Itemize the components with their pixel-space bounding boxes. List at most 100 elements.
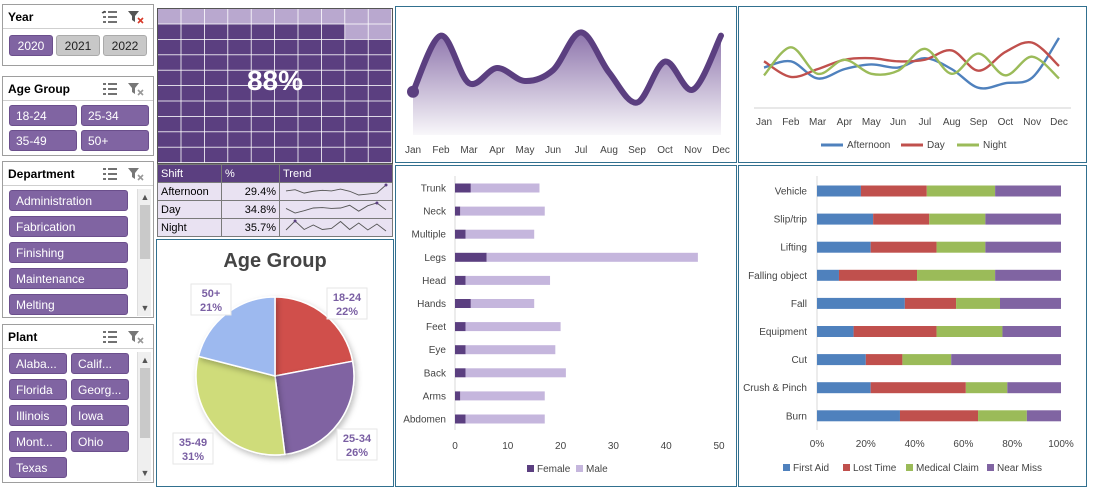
category-label: Head bbox=[422, 276, 446, 287]
waffle-cell bbox=[368, 116, 392, 132]
waffle-cell bbox=[228, 9, 251, 24]
sparkline-path bbox=[285, 220, 387, 232]
shift-name: Afternoon bbox=[157, 182, 222, 201]
department-item[interactable]: Melting bbox=[9, 294, 128, 315]
waffle-cell bbox=[228, 86, 251, 101]
waffle-cell bbox=[321, 86, 345, 101]
age-25-34-button[interactable]: 25-34 bbox=[81, 105, 149, 126]
clear-filter-icon[interactable] bbox=[127, 166, 145, 182]
pct-header: % bbox=[221, 164, 280, 183]
category-label: Multiple bbox=[412, 230, 447, 241]
waffle-cell bbox=[228, 132, 251, 147]
department-item[interactable]: Maintenance bbox=[9, 268, 128, 289]
category-label: Legs bbox=[424, 253, 446, 264]
department-item[interactable]: Fabrication bbox=[9, 216, 128, 237]
department-item[interactable]: Finishing bbox=[9, 242, 128, 263]
monthly-area-panel: Jan Feb Mar Apr May Jun Jul Aug Sep Oct Nov Dec bbox=[395, 6, 737, 163]
pie-slice bbox=[274, 360, 355, 456]
clear-filter-icon[interactable] bbox=[127, 81, 145, 97]
waffle-cell bbox=[228, 147, 251, 163]
bar-male bbox=[470, 183, 540, 193]
waffle-cell bbox=[228, 55, 251, 70]
bar-female bbox=[455, 345, 466, 355]
clear-filter-icon[interactable] bbox=[127, 329, 145, 345]
sparkline-path bbox=[285, 202, 387, 214]
plant-item[interactable]: Florida bbox=[9, 379, 67, 400]
plant-item[interactable]: Calif... bbox=[71, 353, 129, 374]
plant-item[interactable]: Iowa bbox=[71, 405, 129, 426]
waffle-cell bbox=[158, 9, 181, 24]
x-tick-label: 20% bbox=[856, 439, 876, 450]
shift-line-chart: Jan Feb Mar Apr May Jun Jul Aug Sep Oct Nov Dec Afte… bbox=[754, 37, 1071, 151]
bar-male bbox=[465, 414, 545, 424]
scroll-thumb[interactable] bbox=[140, 205, 150, 259]
waffle-cell bbox=[368, 70, 392, 86]
bar-segment-near-miss bbox=[1026, 410, 1061, 422]
bar-segment-lost-time bbox=[853, 326, 937, 337]
x-tick-label: Oct bbox=[657, 145, 673, 156]
pie-slice bbox=[274, 296, 354, 377]
x-tick-label: 30 bbox=[608, 441, 620, 452]
waffle-cell bbox=[275, 147, 298, 163]
year-2022-button[interactable]: 2022 bbox=[103, 35, 147, 56]
waffle-cell bbox=[158, 55, 181, 70]
waffle-cell bbox=[298, 147, 321, 163]
scroll-down-icon[interactable]: ▼ bbox=[140, 303, 150, 313]
waffle-cell bbox=[158, 147, 181, 163]
waffle-cell bbox=[368, 55, 392, 70]
category-label: Feet bbox=[426, 322, 446, 333]
x-tick-label: Sep bbox=[628, 145, 646, 156]
scroll-down-icon[interactable]: ▼ bbox=[140, 468, 150, 478]
bar-segment-near-miss bbox=[1002, 326, 1061, 337]
plant-item[interactable]: Georg... bbox=[71, 379, 129, 400]
x-tick-label: 60% bbox=[953, 439, 973, 450]
multi-select-icon[interactable] bbox=[101, 166, 119, 182]
category-label: Cut bbox=[791, 355, 807, 366]
table-row: Night 35.7% bbox=[157, 218, 393, 237]
pie-label-pct: 26% bbox=[346, 447, 368, 459]
waffle-panel: 88% bbox=[157, 8, 393, 164]
sparkline-night bbox=[279, 218, 393, 237]
category-label: Abdomen bbox=[403, 415, 446, 426]
year-2020-button[interactable]: 2020 bbox=[9, 35, 53, 56]
scroll-up-icon[interactable]: ▲ bbox=[140, 355, 150, 365]
category-label: Trunk bbox=[421, 184, 447, 195]
bar-segment-near-miss bbox=[985, 213, 1061, 225]
category-label: Equipment bbox=[759, 327, 807, 338]
multi-select-icon[interactable] bbox=[101, 329, 119, 345]
plant-item[interactable]: Illinois bbox=[9, 405, 67, 426]
waffle-percent-label: 88% bbox=[246, 65, 304, 96]
plant-item[interactable]: Alaba... bbox=[9, 353, 67, 374]
multi-select-icon[interactable] bbox=[101, 81, 119, 97]
waffle-cell bbox=[275, 39, 298, 55]
bar-segment-near-miss bbox=[1000, 297, 1061, 309]
bar-segment-lost-time bbox=[838, 269, 918, 281]
waffle-cell bbox=[345, 132, 368, 147]
clear-filter-icon[interactable] bbox=[127, 9, 145, 25]
plant-scrollbar[interactable]: ▲ ▼ bbox=[137, 352, 151, 481]
age-50-plus-button[interactable]: 50+ bbox=[81, 130, 149, 151]
plant-item[interactable]: Ohio bbox=[71, 431, 129, 452]
waffle-cell bbox=[321, 9, 345, 24]
waffle-cell bbox=[298, 55, 321, 70]
year-2021-button[interactable]: 2021 bbox=[56, 35, 100, 56]
plant-item[interactable]: Texas bbox=[9, 457, 67, 478]
multi-select-icon[interactable] bbox=[101, 9, 119, 25]
x-tick-label: Apr bbox=[837, 117, 853, 128]
waffle-cell bbox=[158, 101, 181, 116]
bar-segment-first-aid bbox=[817, 326, 854, 337]
category-label: Falling object bbox=[748, 271, 807, 282]
bar-segment-lost-time bbox=[904, 297, 957, 309]
department-scrollbar[interactable]: ▲ ▼ bbox=[137, 189, 151, 316]
department-item[interactable]: Administration bbox=[9, 190, 128, 211]
scroll-up-icon[interactable]: ▲ bbox=[140, 192, 150, 202]
age-35-49-button[interactable]: 35-49 bbox=[9, 130, 77, 151]
sparkline-path bbox=[285, 184, 387, 196]
bar-segment-first-aid bbox=[817, 410, 900, 422]
waffle-cell bbox=[298, 9, 321, 24]
category-label: Crush & Pinch bbox=[743, 383, 807, 394]
bar-segment-lost-time bbox=[870, 241, 937, 253]
scroll-thumb[interactable] bbox=[140, 368, 150, 438]
plant-item[interactable]: Mont... bbox=[9, 431, 67, 452]
age-18-24-button[interactable]: 18-24 bbox=[9, 105, 77, 126]
